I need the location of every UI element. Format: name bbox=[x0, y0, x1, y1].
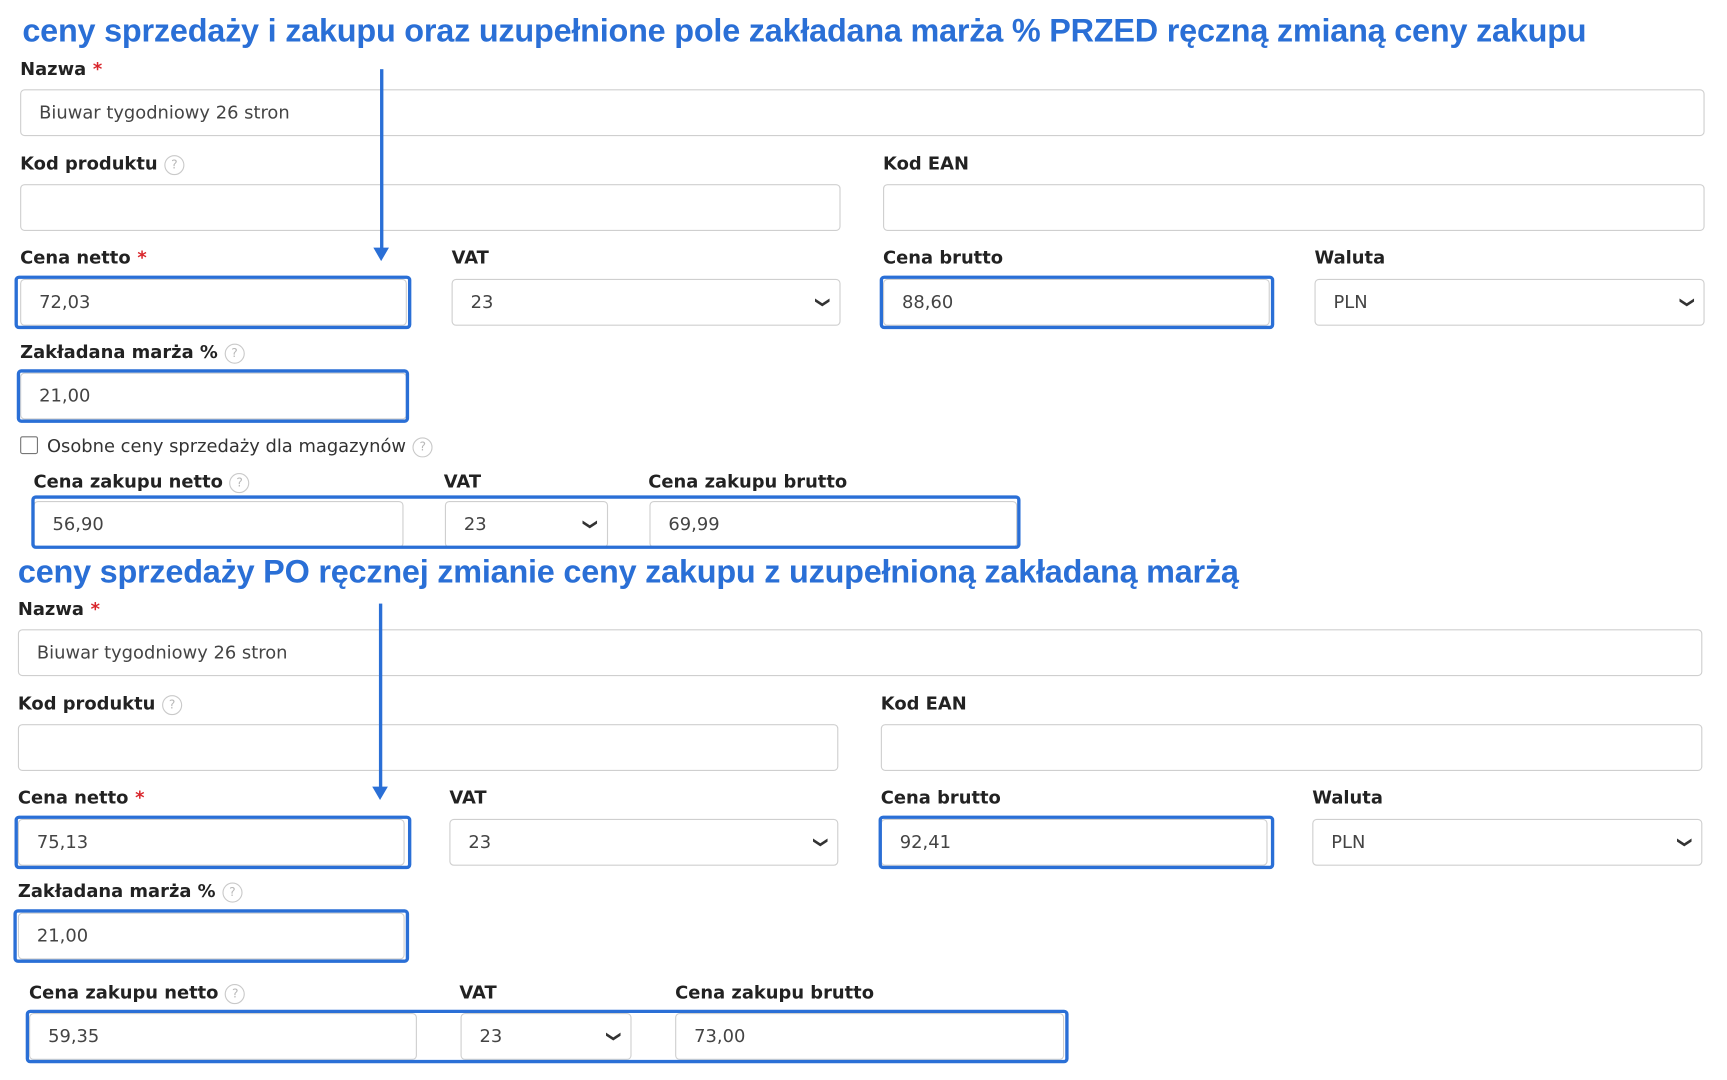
required-marker: * bbox=[135, 786, 145, 808]
label-vat: VAT bbox=[451, 246, 489, 268]
label-waluta: Waluta bbox=[1312, 786, 1383, 808]
help-circle-icon[interactable]: ? bbox=[164, 155, 185, 176]
required-marker: * bbox=[92, 58, 103, 80]
help-circle-icon[interactable]: ? bbox=[222, 882, 243, 903]
label-nazwa: Nazwa * bbox=[17, 598, 100, 620]
nazwa-input[interactable]: Biuwar tygodniowy 26 stron bbox=[20, 89, 1705, 137]
label-cena-zakupu-netto: Cena zakupu netto? bbox=[29, 982, 246, 1005]
label-cena-zakupu-brutto: Cena zakupu brutto bbox=[648, 470, 848, 493]
label-cena-brutto: Cena brutto bbox=[880, 786, 1001, 808]
label-vat-zakupu: VAT bbox=[459, 981, 497, 1004]
kod-ean-input[interactable] bbox=[883, 184, 1705, 231]
highlight-marza bbox=[16, 369, 410, 423]
highlight-marza bbox=[13, 909, 410, 963]
nazwa-input[interactable]: Biuwar tygodniowy 26 stron bbox=[17, 629, 1703, 677]
label-vat: VAT bbox=[449, 786, 487, 808]
kod-ean-input[interactable] bbox=[880, 724, 1703, 771]
chevron-down-icon: ❯ bbox=[814, 296, 832, 309]
vat-zakupu-select[interactable]: 23 ❯ bbox=[460, 1013, 632, 1060]
osobne-ceny-label: Osobne ceny sprzedaży dla magazynów? bbox=[47, 435, 433, 458]
cena-brutto-input[interactable]: 92,41 bbox=[880, 818, 1268, 866]
cena-brutto-input[interactable]: 88,60 bbox=[883, 278, 1270, 326]
vat-zakupu-select-value: 23 bbox=[463, 513, 487, 535]
highlight-zakup-row bbox=[31, 495, 1021, 549]
label-kod-produktu: Kod produktu? bbox=[20, 153, 185, 176]
arrow-head bbox=[373, 247, 389, 262]
help-circle-icon[interactable]: ? bbox=[225, 984, 246, 1005]
highlight-zakup-row bbox=[25, 1009, 1069, 1064]
chevron-down-icon: ❯ bbox=[812, 836, 829, 849]
cena-zakupu-netto-input[interactable]: 59,35 bbox=[29, 1013, 417, 1060]
marza-input[interactable]: 21,00 bbox=[20, 372, 407, 420]
vat-zakupu-select[interactable]: 23 ❯ bbox=[444, 500, 609, 548]
label-cena-netto: Cena netto * bbox=[20, 246, 147, 268]
vat-select[interactable]: 23 ❯ bbox=[449, 818, 839, 866]
osobne-ceny-checkbox[interactable] bbox=[20, 436, 39, 455]
waluta-select[interactable]: PLN ❯ bbox=[1312, 818, 1703, 866]
waluta-select-value: PLN bbox=[1333, 291, 1368, 313]
vat-zakupu-select-value: 23 bbox=[479, 1025, 503, 1047]
cena-netto-input[interactable]: 75,13 bbox=[17, 818, 405, 866]
label-cena-zakupu-brutto: Cena zakupu brutto bbox=[675, 981, 875, 1004]
label-nazwa: Nazwa * bbox=[20, 58, 103, 80]
arrow-down-icon bbox=[380, 69, 384, 253]
required-marker: * bbox=[137, 246, 147, 268]
chevron-down-icon: ❯ bbox=[1676, 836, 1693, 849]
marza-input[interactable]: 21,00 bbox=[17, 912, 405, 960]
label-marza: Zakładana marża %? bbox=[20, 341, 245, 364]
label-kod-ean: Kod EAN bbox=[883, 152, 969, 175]
kod-produktu-input[interactable] bbox=[20, 184, 841, 231]
help-circle-icon[interactable]: ? bbox=[229, 473, 250, 494]
help-circle-icon[interactable]: ? bbox=[412, 437, 433, 458]
highlight-cena-brutto bbox=[879, 275, 1275, 330]
label-kod-ean: Kod EAN bbox=[880, 692, 967, 715]
waluta-select[interactable]: PLN ❯ bbox=[1314, 278, 1705, 326]
cena-zakupu-brutto-input[interactable]: 69,99 bbox=[649, 500, 1018, 548]
label-marza: Zakładana marża %? bbox=[18, 880, 243, 903]
required-marker: * bbox=[90, 598, 100, 620]
kod-produktu-input[interactable] bbox=[17, 724, 839, 771]
vat-select-value: 23 bbox=[468, 831, 492, 853]
heading-before: ceny sprzedaży i zakupu oraz uzupełnione… bbox=[22, 13, 1587, 50]
label-cena-brutto: Cena brutto bbox=[883, 246, 1004, 268]
arrow-head bbox=[372, 786, 388, 800]
help-circle-icon[interactable]: ? bbox=[224, 343, 245, 364]
arrow-down-icon bbox=[378, 603, 383, 792]
label-cena-netto: Cena netto * bbox=[17, 786, 145, 808]
vat-select-value: 23 bbox=[470, 291, 494, 313]
label-kod-produktu: Kod produktu? bbox=[18, 693, 183, 716]
label-cena-zakupu-netto: Cena zakupu netto? bbox=[34, 471, 250, 494]
label-vat-zakupu: VAT bbox=[443, 470, 482, 493]
highlight-cena-netto bbox=[14, 815, 412, 870]
label-waluta: Waluta bbox=[1314, 246, 1386, 268]
heading-after: ceny sprzedaży PO ręcznej zmianie ceny z… bbox=[17, 554, 1239, 591]
highlight-cena-netto bbox=[14, 275, 412, 330]
cena-netto-input[interactable]: 72,03 bbox=[20, 278, 407, 326]
waluta-select-value: PLN bbox=[1331, 831, 1366, 853]
highlight-cena-brutto bbox=[878, 815, 1275, 870]
chevron-down-icon: ❯ bbox=[1678, 296, 1696, 309]
cena-zakupu-brutto-input[interactable]: 73,00 bbox=[675, 1013, 1065, 1060]
help-circle-icon[interactable]: ? bbox=[162, 695, 183, 716]
vat-select[interactable]: 23 ❯ bbox=[451, 278, 841, 326]
